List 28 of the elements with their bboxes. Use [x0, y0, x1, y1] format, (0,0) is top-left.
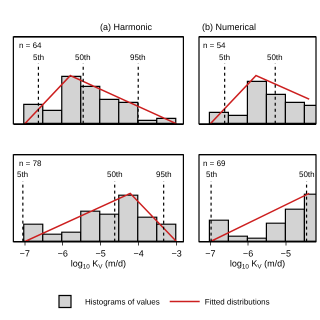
ref-line-label: 50th: [75, 53, 91, 62]
x-tick-label: −7: [20, 248, 30, 258]
ref-line-label: 5th: [33, 53, 44, 62]
ref-line-label: 95th: [130, 53, 146, 62]
ref-line-label: 5th: [206, 170, 218, 179]
x-tick-label: −3: [171, 248, 182, 258]
x-tick-label: −5: [280, 248, 291, 258]
legend-label: Histograms of values: [85, 298, 160, 307]
text: n = 54: [203, 41, 226, 50]
x-tick-label: −6: [58, 248, 68, 258]
text: n = 69: [203, 159, 226, 168]
chart-title: (b) Numerical: [202, 22, 256, 32]
x-tick-label: −4: [133, 248, 144, 258]
ref-line-label: 5th: [17, 170, 28, 179]
legend-label: Fitted distributions: [204, 298, 270, 307]
x-tick-label: −5: [96, 248, 106, 258]
x-tick-label: −6: [242, 248, 254, 258]
ref-line-label: 50th: [267, 53, 283, 62]
text: n = 64: [19, 41, 42, 50]
x-axis-title: log$_{10}$ K$_{V}$ (m/d): [70, 258, 126, 270]
ref-line-label: 50th: [299, 170, 315, 179]
chart-title: (a) Harmonic: [100, 22, 153, 32]
ref-line-label: 95th: [156, 170, 172, 179]
ref-line-label: 5th: [219, 53, 230, 62]
text: n = 78: [19, 159, 42, 168]
x-tick-label: −7: [205, 248, 216, 258]
ref-line-label: 50th: [107, 170, 123, 179]
x-axis-title: log$_{10}$ K$_{V}$ (m/d): [230, 258, 286, 270]
